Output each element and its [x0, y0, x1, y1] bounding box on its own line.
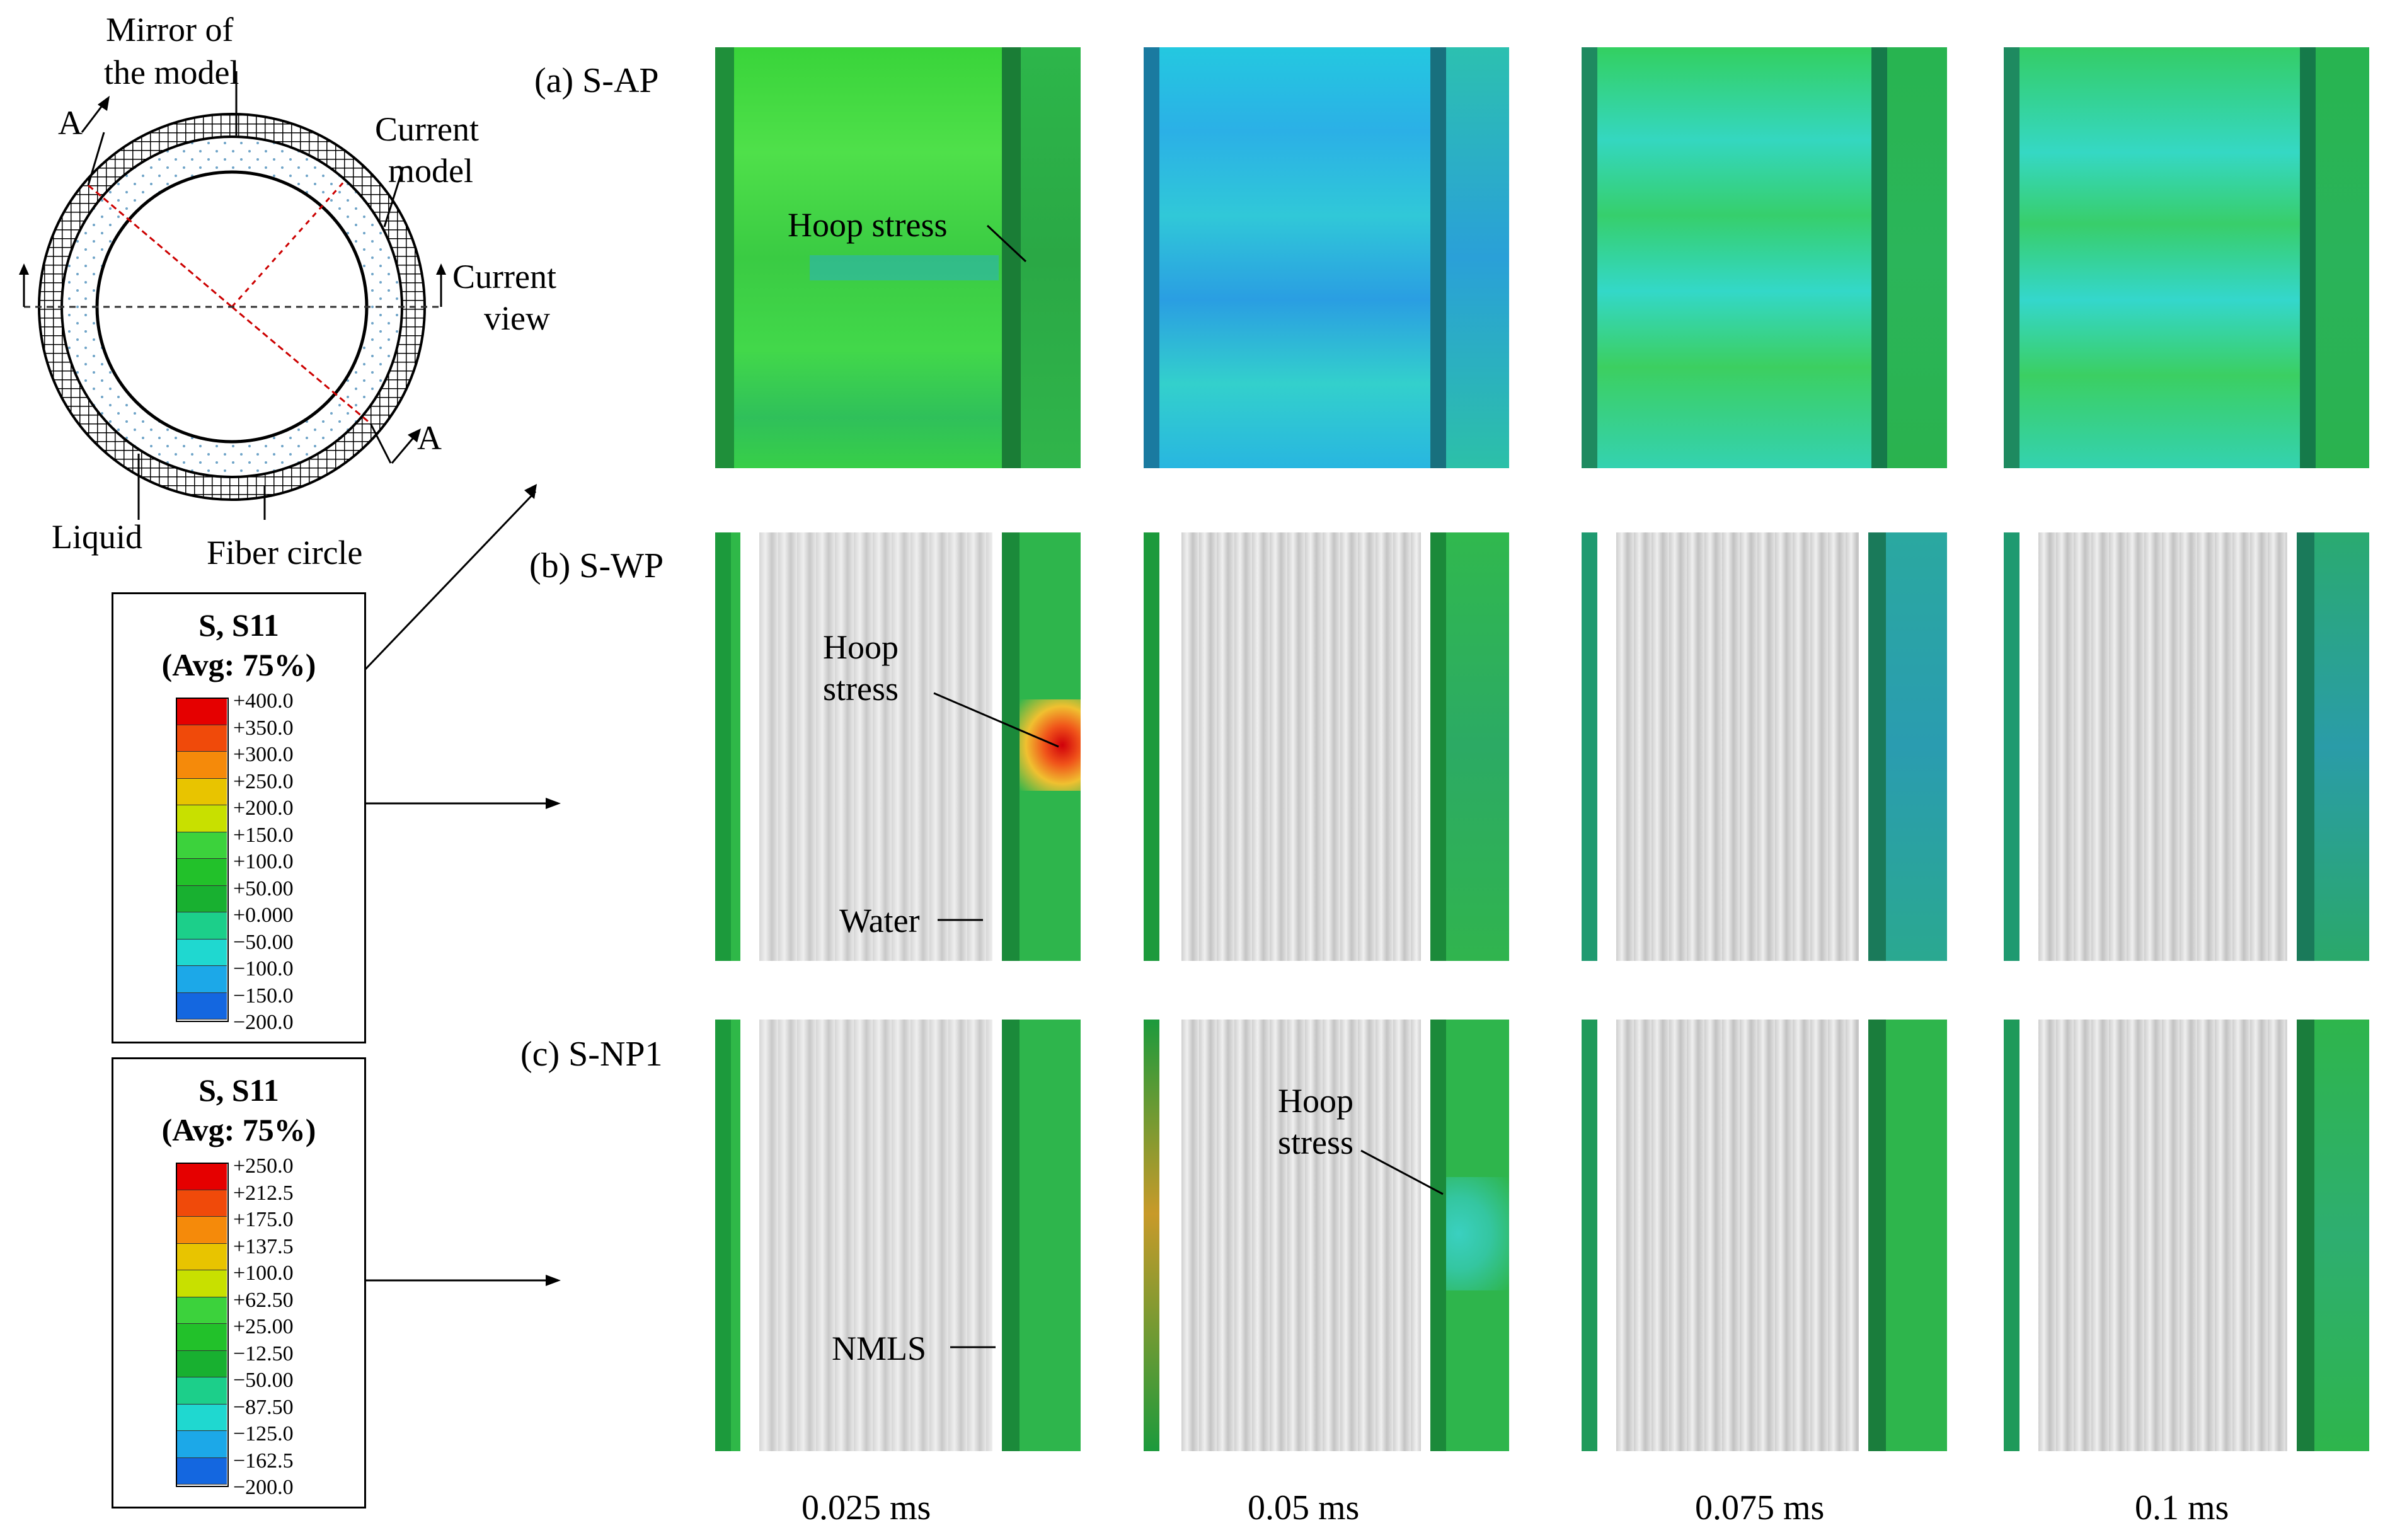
legend-value: +50.00: [233, 876, 294, 900]
legend-value: −150.0: [233, 984, 294, 1008]
legend-value: +350.0: [233, 716, 294, 740]
legend-swatch: [176, 1217, 227, 1244]
legend-swatch: [176, 1270, 227, 1297]
annotation-hoop-b-line1: Hoop: [823, 628, 899, 666]
time-label-3: 0.075 ms: [1695, 1488, 1825, 1527]
legend-swatch: [176, 805, 227, 832]
legend-swatch: [176, 912, 227, 940]
legend-swatch: [176, 885, 227, 912]
annotation-nmls: NMLS: [832, 1330, 927, 1367]
mirror-label-line1: Mirror of: [106, 11, 234, 49]
time-label-1: 0.025 ms: [801, 1488, 931, 1527]
legend-swatch: [176, 992, 227, 1020]
legend-value: +137.5: [233, 1234, 294, 1258]
legend-swatch: [176, 1431, 227, 1458]
panel-swp-t3: [1582, 532, 1947, 961]
legend-swatch: [176, 1350, 227, 1377]
legend-value: −200.0: [233, 1011, 294, 1034]
legend-value: −125.0: [233, 1422, 294, 1445]
stress-legend-1: S, S11 (Avg: 75%) +400.0 +350.0 +300.0 +250…: [112, 592, 366, 1043]
annotation-hoop-c-line2: stress: [1278, 1123, 1353, 1161]
legend-value: +300.0: [233, 743, 294, 766]
row-label-s-np1: (c) S-NP1: [520, 1035, 663, 1074]
legend-value: +400.0: [233, 689, 294, 713]
panel-sap-t2: [1144, 47, 1509, 468]
legend-swatch: [176, 778, 227, 805]
legend-value: +150.0: [233, 823, 294, 847]
panel-sap-t4: [2004, 47, 2369, 468]
annotation-hoop-b-line2: stress: [823, 670, 899, 708]
legend-swatch: [176, 1377, 227, 1405]
legend-1-avg: (Avg: 75%): [161, 647, 316, 682]
time-label-4: 0.1 ms: [2135, 1488, 2229, 1527]
liquid-label: Liquid: [52, 518, 142, 556]
legend-value: −12.50: [233, 1342, 294, 1365]
legend-swatch: [176, 1190, 227, 1217]
legend-value: −100.0: [233, 957, 294, 980]
panel-snp1-t1: [715, 1020, 1081, 1451]
legend-swatch: [176, 1243, 227, 1270]
stress-legend-2: S, S11 (Avg: 75%) +250.0 +212.5 +175.0 +137…: [112, 1057, 366, 1508]
current-model-label-line1: Current: [375, 110, 479, 148]
panel-swp-t2: [1144, 532, 1509, 961]
fiber-circle-label: Fiber circle: [207, 534, 363, 572]
legend-swatch: [176, 1457, 227, 1485]
section-a-bottom: A: [417, 419, 442, 457]
current-model-label-line2: model: [388, 152, 473, 190]
panel-swp-t4: [2004, 532, 2369, 961]
panel-sap-t3: [1582, 47, 1947, 468]
legend-value: +212.5: [233, 1181, 294, 1205]
annotation-hoop-stress-a: Hoop stress: [788, 206, 948, 244]
legend-value: +200.0: [233, 796, 294, 820]
legend-swatch: [176, 1324, 227, 1351]
time-label-2: 0.05 ms: [1248, 1488, 1360, 1527]
panel-snp1-t3: [1582, 1020, 1947, 1451]
legend-swatch: [176, 966, 227, 993]
panel-snp1-t4: [2004, 1020, 2369, 1451]
legend-value: +250.0: [233, 769, 294, 793]
legend-1-title: S, S11: [198, 607, 279, 643]
legend-swatch: [176, 1297, 227, 1324]
legend-2-avg: (Avg: 75%): [161, 1112, 316, 1147]
legend-value: −50.00: [233, 1369, 294, 1392]
legend-swatch: [176, 1163, 227, 1190]
mirror-label-line2: the model: [104, 54, 239, 91]
cross-section-schematic: Mirror of the model Current model Curren…: [0, 0, 556, 580]
panel-swp-t1: [715, 532, 1081, 961]
legend-value: +250.0: [233, 1154, 294, 1178]
annotation-hoop-c-line1: Hoop: [1278, 1082, 1353, 1120]
row-label-s-ap: (a) S-AP: [534, 61, 659, 100]
legend-2-title: S, S11: [198, 1072, 279, 1108]
annotation-water: Water: [839, 902, 920, 940]
row-label-s-wp: (b) S-WP: [529, 546, 664, 585]
legend-value: −87.50: [233, 1395, 294, 1419]
legend-value: +100.0: [233, 850, 294, 873]
legend-colorbar-frame: [176, 1163, 229, 1487]
legend-value: +62.50: [233, 1288, 294, 1312]
legend-value: +25.00: [233, 1315, 294, 1338]
current-view-label-line1: Current: [452, 258, 556, 296]
legend-swatch: [176, 939, 227, 966]
legend-colorbar-frame: [176, 698, 229, 1022]
legend-value: +0.000: [233, 904, 294, 927]
current-view-label-line2: view: [484, 299, 550, 337]
legend-swatch: [176, 698, 227, 725]
legend-swatch: [176, 752, 227, 779]
legend-swatch: [176, 1404, 227, 1431]
legend-value: +175.0: [233, 1208, 294, 1231]
legend-swatch: [176, 725, 227, 752]
panel-snp1-t2: [1144, 1020, 1509, 1451]
legend-swatch: [176, 832, 227, 859]
legend-value: −162.5: [233, 1449, 294, 1473]
legend-value: −50.00: [233, 930, 294, 954]
legend-value: +100.0: [233, 1261, 294, 1285]
legend-value: −200.0: [233, 1476, 294, 1499]
panel-sap-t1: [715, 47, 1081, 468]
legend-swatch: [176, 859, 227, 886]
section-a-top: A: [58, 104, 83, 142]
